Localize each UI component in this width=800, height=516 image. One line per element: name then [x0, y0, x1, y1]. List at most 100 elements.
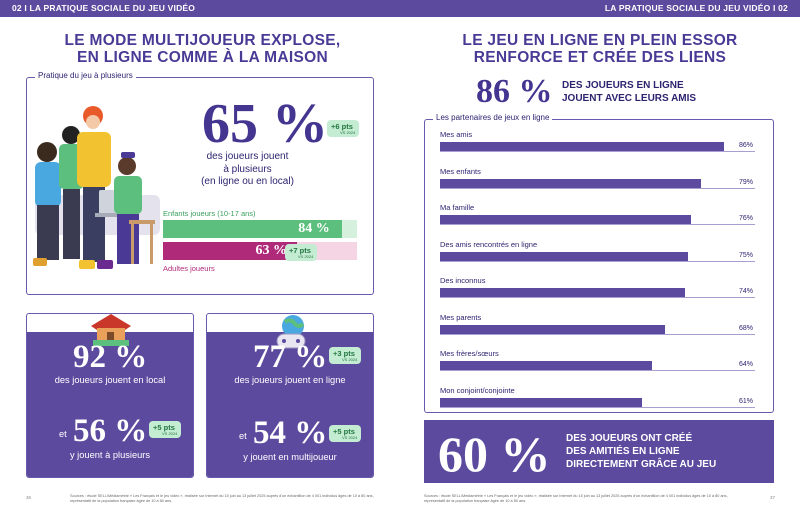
- partner-row-label: Mes enfants: [440, 166, 481, 176]
- stat-86: 86 %: [476, 73, 553, 110]
- partner-row-bar: 79%: [440, 178, 755, 189]
- desc-line1: des joueurs jouent: [206, 151, 289, 162]
- partner-row-bar: 86%: [440, 142, 755, 152]
- partner-row-line: [440, 151, 755, 152]
- partner-row-bar: 74%: [440, 288, 755, 298]
- right-title-line2: RENFORCE ET CRÉE DES LIENS: [473, 49, 727, 66]
- partner-row-value: 79%: [738, 178, 753, 186]
- partners-panel-label: Les partenaires de jeux en ligne: [433, 113, 553, 122]
- stat-65: 65 %: [202, 93, 328, 155]
- online-pct: 77 %: [253, 339, 328, 375]
- stat-86-text: DES JOUEURS EN LIGNE JOUENT AVEC LEURS A…: [562, 80, 696, 105]
- stat-86-line1: DES JOUEURS EN LIGNE: [562, 80, 684, 91]
- partner-row-value: 75%: [738, 251, 753, 259]
- local-pct: 92 %: [73, 339, 148, 375]
- left-title-line2: EN LIGNE COMME À LA MAISON: [77, 49, 328, 66]
- partner-row-label: Des inconnus: [440, 276, 486, 285]
- local-multi-text: y jouent à plusieurs: [69, 450, 151, 460]
- adults-bar-fill: [163, 242, 298, 260]
- partner-row-bar: 76%: [440, 215, 755, 225]
- globe-controller-icon: [276, 315, 306, 349]
- partner-row-bar: 68%: [440, 324, 755, 335]
- partner-row-fill: [440, 361, 652, 370]
- partner-row-label: Ma famille: [440, 203, 475, 212]
- source-left: Sources : étude SELL/Médiamétrie « Les F…: [70, 494, 374, 503]
- page-number-right: 37: [770, 495, 776, 500]
- partner-row-fill: [440, 215, 692, 224]
- local-multi-badge: +5 pts VS 2024: [149, 421, 182, 438]
- partner-row-fill: [440, 288, 685, 297]
- partner-row-value: 64%: [738, 361, 753, 368]
- online-play-card: 77 % +3 pts VS 2024 des joueurs jouent e…: [206, 313, 374, 478]
- left-title: LE MODE MULTIJOUEUR EXPLOSE, EN LIGNE CO…: [30, 32, 375, 66]
- partner-row-fill: [440, 324, 665, 334]
- partner-row-line: [440, 187, 755, 189]
- partner-row-fill: [440, 251, 689, 261]
- desc-line2: à plusieurs: [223, 163, 272, 175]
- partner-row-label: Des amis rencontrés en ligne: [440, 239, 538, 249]
- right-title-line1: LE JEU EN LIGNE EN PLEIN ESSOR: [462, 32, 738, 49]
- partner-row-label: Mes frères/sœurs: [440, 349, 499, 358]
- partner-row-line: [440, 333, 755, 335]
- adults-bar-track: 63 %: [163, 242, 357, 260]
- local-play-card: 92 % des joueurs jouent en local et 56 %…: [26, 313, 194, 478]
- partner-row-line: [440, 406, 755, 408]
- local-multi-badge-value: +5 pts: [153, 423, 175, 432]
- desc-line3: (en ligne ou en local): [201, 176, 294, 187]
- stat-60-text: DES JOUEURS ONT CRÉÉ DES AMITIÉS EN LIGN…: [566, 432, 716, 471]
- online-badge-value: +3 pts: [333, 349, 355, 358]
- partner-row-bar: 64%: [440, 361, 755, 371]
- local-multi-badge-sub: VS 2024: [162, 431, 178, 436]
- adults-badge-sub: VS 2024: [298, 254, 314, 259]
- online-multi-badge-value: +5 pts: [333, 427, 355, 436]
- stat-86-line2: JOUENT AVEC LEURS AMIS: [562, 92, 697, 104]
- online-badge-sub: VS 2024: [342, 357, 358, 362]
- left-title-line1: LE MODE MULTIJOUEUR EXPLOSE,: [64, 32, 341, 49]
- stat-60-line3: DIRECTEMENT GRÂCE AU JEU: [566, 459, 717, 470]
- right-title: LE JEU EN LIGNE EN PLEIN ESSOR RENFORCE …: [420, 32, 780, 66]
- kids-bar-fill: [163, 220, 343, 238]
- adults-bar-value: 63 %: [255, 243, 287, 258]
- partner-row-label: Mon conjoint/conjointe: [440, 385, 515, 395]
- partner-row-fill: [440, 397, 642, 407]
- stat-60-line2: DES AMITIÉS EN LIGNE: [566, 446, 680, 457]
- players-illustration: [29, 100, 169, 290]
- online-text: des joueurs jouent en ligne: [234, 375, 346, 385]
- kids-bar-value: 84 %: [298, 221, 330, 236]
- partner-row-line: [440, 297, 755, 298]
- stat-65-badge-value: +6 pts: [331, 122, 353, 131]
- multiplayer-panel: Pratique du jeu à plusieurs 65 %: [26, 71, 374, 295]
- header-left: 02 I LA PRATIQUE SOCIALE DU JEU VIDÉO: [12, 3, 196, 13]
- header-right: LA PRATIQUE SOCIALE DU JEU VIDÉO I 02: [604, 3, 788, 13]
- partner-row-value: 86%: [738, 142, 753, 149]
- partner-row-fill: [440, 142, 725, 151]
- online-et: et: [239, 431, 247, 441]
- partner-row-value: 61%: [738, 397, 753, 405]
- partner-row-line: [440, 224, 755, 225]
- partner-row-bar: 75%: [440, 251, 755, 262]
- online-badge: +3 pts VS 2024: [329, 347, 362, 364]
- header-bar: 02 I LA PRATIQUE SOCIALE DU JEU VIDÉO LA…: [0, 0, 800, 17]
- adults-label: Adultes joueurs: [163, 264, 215, 273]
- online-multi-badge: +5 pts VS 2024: [329, 425, 362, 442]
- source-right: Sources : étude SELL/Médiamétrie « Les F…: [424, 494, 728, 503]
- adults-badge: +7 pts VS 2024: [285, 244, 318, 261]
- page-number-left: 36: [26, 495, 32, 500]
- partner-row-label: Mes parents: [440, 312, 482, 322]
- partner-row-line: [440, 370, 755, 371]
- local-card-fill: [27, 332, 193, 477]
- partner-row-label: Mes amis: [440, 130, 473, 139]
- online-multi-text: y jouent en multijoueur: [243, 452, 337, 462]
- kids-bar-track: 84 %: [163, 220, 357, 238]
- partner-row-line: [440, 260, 755, 262]
- kids-label: Enfants joueurs (10-17 ans): [163, 209, 256, 218]
- partner-row-bar: 61%: [440, 397, 755, 408]
- panel-label: Pratique du jeu à plusieurs: [35, 71, 136, 80]
- local-text: des joueurs jouent en local: [54, 375, 166, 385]
- online-multi-badge-sub: VS 2024: [342, 435, 358, 440]
- partner-row-fill: [440, 178, 702, 188]
- stat-60: 60 %: [438, 426, 551, 482]
- partner-row-value: 74%: [738, 288, 753, 295]
- local-multi-pct: 56 %: [73, 413, 148, 449]
- house-icon: [91, 314, 131, 346]
